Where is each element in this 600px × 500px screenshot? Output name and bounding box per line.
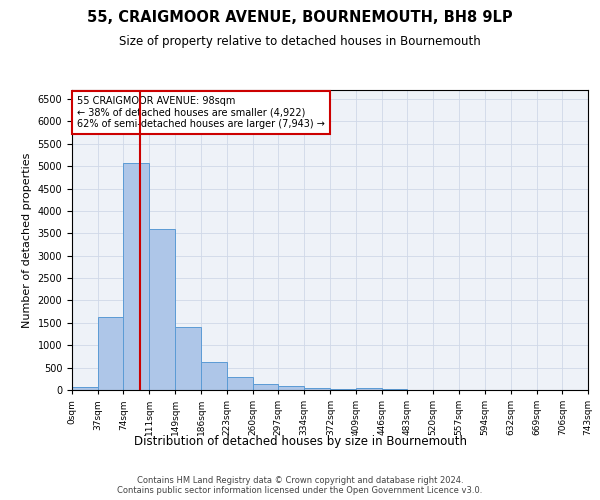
- Text: 55 CRAIGMOOR AVENUE: 98sqm
← 38% of detached houses are smaller (4,922)
62% of s: 55 CRAIGMOOR AVENUE: 98sqm ← 38% of deta…: [77, 96, 325, 129]
- Bar: [304, 388, 331, 390]
- Bar: [356, 388, 382, 390]
- Bar: [227, 376, 253, 390]
- Bar: [278, 386, 304, 390]
- Bar: [149, 230, 175, 390]
- Bar: [175, 328, 201, 390]
- Bar: [98, 317, 124, 390]
- Bar: [331, 388, 356, 390]
- Bar: [124, 162, 149, 390]
- Bar: [253, 384, 278, 390]
- Bar: [201, 362, 227, 390]
- Bar: [382, 389, 407, 390]
- Bar: [72, 388, 98, 390]
- Text: Size of property relative to detached houses in Bournemouth: Size of property relative to detached ho…: [119, 35, 481, 48]
- Text: Contains HM Land Registry data © Crown copyright and database right 2024.
Contai: Contains HM Land Registry data © Crown c…: [118, 476, 482, 495]
- Text: 55, CRAIGMOOR AVENUE, BOURNEMOUTH, BH8 9LP: 55, CRAIGMOOR AVENUE, BOURNEMOUTH, BH8 9…: [87, 10, 513, 25]
- Text: Distribution of detached houses by size in Bournemouth: Distribution of detached houses by size …: [133, 435, 467, 448]
- Y-axis label: Number of detached properties: Number of detached properties: [22, 152, 32, 328]
